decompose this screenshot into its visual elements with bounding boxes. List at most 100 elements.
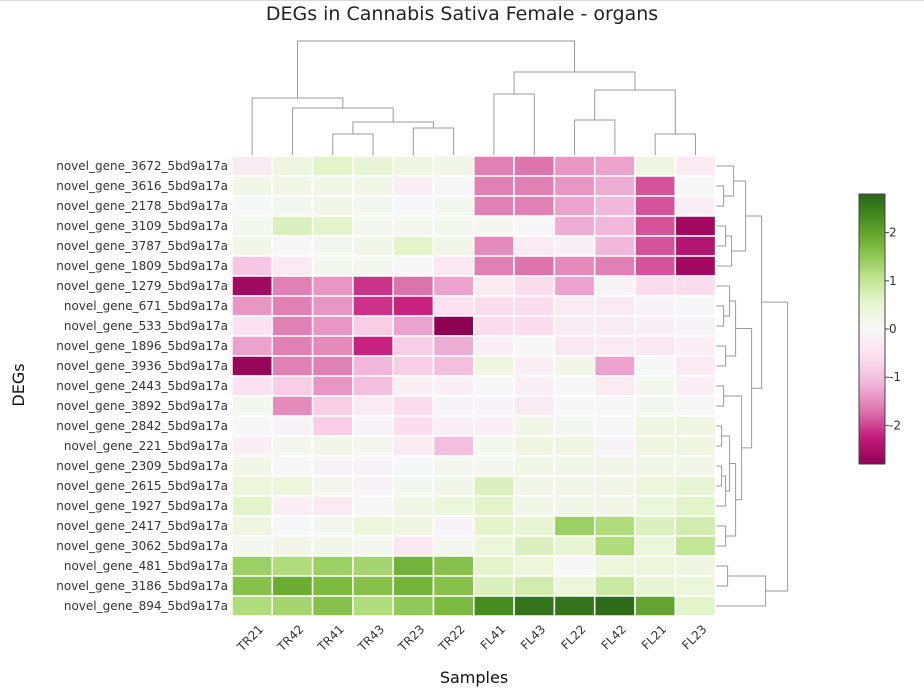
heatmap-cell [432, 395, 475, 417]
heatmap-cell [271, 455, 314, 477]
heatmap-cell [634, 235, 677, 257]
heatmap-cell [593, 255, 636, 277]
heatmap-cell [553, 255, 596, 277]
heatmap-cell [674, 595, 717, 617]
x-tick-label: FL41 [478, 622, 508, 652]
heatmap-cell [432, 195, 475, 217]
heatmap-cell [352, 435, 394, 457]
dendrogram-link [251, 97, 344, 156]
heatmap-cell [352, 495, 394, 517]
heatmap-cell [593, 435, 636, 457]
heatmap-cell [513, 255, 556, 277]
x-tick-label: TR21 [234, 622, 266, 654]
heatmap-cell [311, 415, 354, 437]
dendrogram-link [761, 301, 789, 592]
heatmap-cell [392, 215, 435, 237]
heatmap-cell [352, 315, 394, 337]
heatmap-cell [392, 335, 435, 357]
x-tick-label: FL23 [679, 622, 709, 652]
dendrogram-link [715, 345, 727, 367]
heatmap-cell [593, 575, 636, 597]
y-tick-label: novel_gene_3892_5bd9a17a [56, 399, 228, 413]
heatmap-cell [674, 455, 717, 477]
heatmap-cell [432, 415, 475, 437]
heatmap-cell [352, 555, 394, 577]
heatmap-cell [271, 235, 314, 257]
heatmap-cell [473, 595, 515, 617]
heatmap-cell [473, 355, 515, 377]
x-tick-label: TR22 [435, 622, 467, 654]
heatmap-cell [473, 295, 515, 317]
heatmap-cell [352, 535, 394, 557]
heatmap-cell [271, 215, 314, 237]
heatmap-cell [392, 415, 435, 437]
heatmap-cell [674, 555, 717, 577]
heatmap-cell [593, 375, 636, 397]
dendrogram-link [332, 133, 374, 156]
y-tick-label: novel_gene_533_5bd9a17a [64, 319, 228, 333]
colorbar-tick-label: 2 [889, 226, 897, 240]
heatmap-cell [352, 175, 394, 197]
heatmap-cell [231, 235, 274, 257]
heatmap-cell [553, 155, 596, 177]
heatmap-cell [513, 355, 556, 377]
heatmap-cell [674, 515, 717, 537]
heatmap-cell [634, 455, 677, 477]
heatmap-cell [231, 435, 274, 457]
dendrogram-link [493, 93, 535, 156]
heatmap-cell [634, 335, 677, 357]
colorbar: 2 1 0 -1 -2 [858, 193, 901, 465]
x-tick-labels: TR21 TR42 TR41 TR43 TR23 TR22 FL41 FL43 FL22 FL42… [234, 622, 710, 654]
heatmap-cell [674, 395, 717, 417]
heatmap-cell [674, 255, 717, 277]
dendrogram-link [291, 107, 394, 156]
heatmap-cell [352, 215, 394, 237]
heatmap-cell [392, 455, 435, 477]
heatmap-cell [432, 275, 475, 297]
heatmap-cell [271, 395, 314, 417]
y-tick-label: novel_gene_1927_5bd9a17a [56, 499, 228, 513]
y-axis-title: DEGs [9, 363, 28, 406]
heatmap-cell [553, 275, 596, 297]
dendrogram-link [654, 133, 696, 156]
heatmap-cell [392, 595, 435, 617]
heatmap-cell [593, 275, 636, 297]
heatmap-cell [674, 335, 717, 357]
heatmap-cell [674, 295, 717, 317]
heatmap-cell [432, 595, 475, 617]
heatmap-cell [392, 395, 435, 417]
x-tick-label: FL42 [599, 622, 629, 652]
heatmap-cell [231, 575, 274, 597]
heatmap-cell [593, 355, 636, 377]
heatmap-cell [593, 235, 636, 257]
dendrogram-link [735, 328, 753, 449]
heatmap-cell [352, 355, 394, 377]
dendrogram-link [725, 300, 737, 357]
heatmap-cell [473, 175, 515, 197]
heatmap-cell [593, 195, 636, 217]
y-tick-label: novel_gene_1279_5bd9a17a [56, 279, 228, 293]
heatmap-cell [513, 375, 556, 397]
heatmap-cell [634, 295, 677, 317]
heatmap-cell [473, 155, 515, 177]
heatmap-cell [231, 155, 274, 177]
colorbar-gradient [858, 193, 886, 465]
heatmap-cell [634, 315, 677, 337]
dendrogram-link [725, 463, 737, 537]
heatmap-cell [553, 555, 596, 577]
heatmap-cell [634, 375, 677, 397]
colorbar-tick-label: 1 [889, 274, 897, 288]
heatmap-cell [593, 595, 636, 617]
heatmap-cell [674, 235, 717, 257]
y-tick-label: novel_gene_2443_5bd9a17a [56, 379, 228, 393]
heatmap-cell [271, 595, 314, 617]
heatmap-cell [352, 455, 394, 477]
heatmap-cell [634, 535, 677, 557]
y-tick-label: novel_gene_671_5bd9a17a [64, 299, 228, 313]
heatmap-cell [553, 435, 596, 457]
heatmap-cell [593, 495, 636, 517]
heatmap-cell [231, 315, 274, 337]
heatmap-cell [553, 395, 596, 417]
x-tick-label: FL22 [558, 622, 588, 652]
heatmap-cell [553, 175, 596, 197]
